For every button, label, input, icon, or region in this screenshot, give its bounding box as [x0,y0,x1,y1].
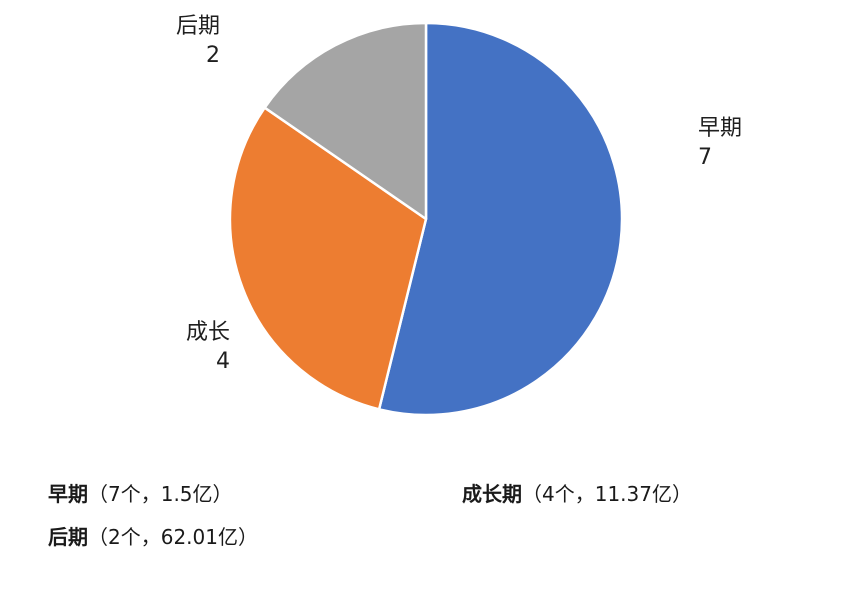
slice-label-growth-name: 成长 [185,320,230,345]
summary-early-stage: 早期 [48,482,88,506]
slice-label-late: 后期 2 [140,12,220,70]
summary-growth: 成长期（4个，11.37亿） [462,480,692,508]
summary-growth-detail: （4个，11.37亿） [522,482,692,506]
slice-label-late-value: 2 [206,43,220,68]
slice-label-growth-value: 4 [216,349,230,374]
summary-growth-stage: 成长期 [462,482,522,506]
pie-slice-early [377,21,624,417]
summary-late-detail: （2个，62.01亿） [88,525,258,549]
summary-late-stage: 后期 [48,525,88,549]
pie-slice-growth [228,106,428,411]
summary-early-detail: （7个，1.5亿） [88,482,233,506]
summary-early: 早期（7个，1.5亿） [48,480,233,508]
slice-label-late-name: 后期 [175,14,220,39]
slice-label-early: 早期 7 [698,114,742,172]
pie-chart [228,21,624,417]
pie-slice-late [263,21,428,221]
summary-late: 后期（2个，62.01亿） [48,523,258,551]
slice-label-early-value: 7 [698,145,712,170]
slice-label-early-name: 早期 [698,116,743,141]
slice-label-growth: 成长 4 [150,318,230,376]
